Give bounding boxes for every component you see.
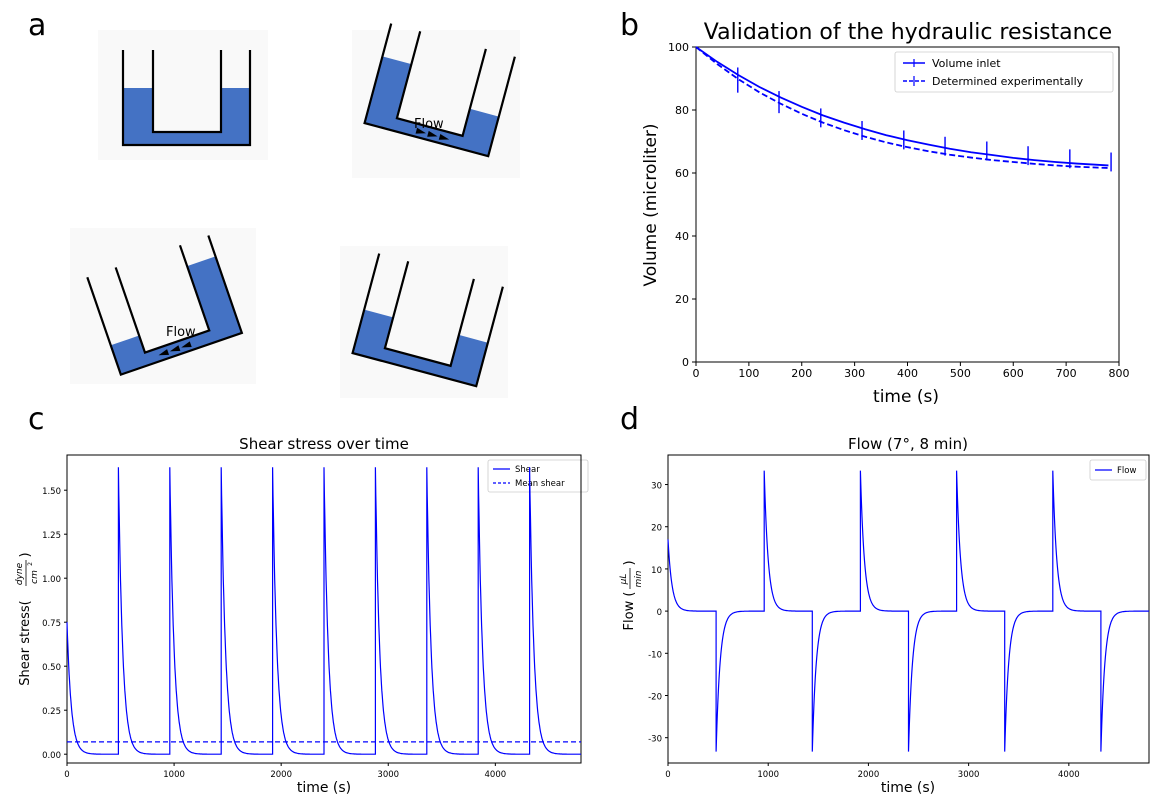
legend-flow: Flow: [1117, 466, 1136, 476]
chart-d-xlabel: time (s): [881, 780, 935, 796]
chart-c-ylabel-main: Shear stress(: [18, 600, 33, 685]
chart-b-xtick-label: 800: [1109, 367, 1130, 380]
chart-c-plot-frame: [66, 454, 582, 764]
chart-b-ytick-label: 60: [675, 167, 689, 180]
chart-b-xtick-label: 0: [693, 367, 700, 380]
chart-c-ylabel-den: cm: [30, 570, 40, 584]
panel-letter-d: d: [620, 402, 640, 437]
chart-c-ylabel-sup: 2: [27, 562, 34, 566]
chart-c-xtick-label: 2000: [270, 770, 292, 780]
chart-b-xlabel: time (s): [873, 387, 939, 407]
chart-b-ytick-label: 100: [668, 41, 689, 54]
chart-b-title: Validation of the hydraulic resistance: [704, 20, 1112, 45]
chart-d-ytick-label: 30: [651, 482, 662, 492]
chart-d-ylabel-den: min: [634, 570, 644, 587]
chart-c-ylabel-num: dyne: [15, 562, 25, 585]
chart-d-legend: Flow: [1089, 459, 1147, 481]
chart-d-ytick-label: -10: [648, 650, 662, 660]
chart-c-ylabel: Shear stress( dyne cm 2 ): [15, 552, 40, 685]
chart-c-title: Shear stress over time: [239, 435, 409, 453]
chart-c-ytick-label: 1.00: [42, 575, 61, 585]
chart-b-xtick-label: 600: [1003, 367, 1024, 380]
panel-letter-b: b: [620, 8, 640, 43]
chart-b-xtick-label: 500: [950, 367, 971, 380]
chart-d-xtick-label: 4000: [1058, 770, 1080, 780]
chart-c-legend: Shear Mean shear: [487, 459, 589, 493]
chart-c-ytick-label: 0.00: [42, 751, 61, 761]
chart-d-xtick-label: 1000: [757, 770, 779, 780]
chart-d-ylabel-num: μL: [619, 574, 629, 586]
legend-volume-inlet: Volume inlet: [932, 57, 1001, 70]
chart-d-xtick-label: 0: [665, 770, 670, 780]
chart-b-xtick-label: 200: [791, 367, 812, 380]
chart-d-series-flow: [667, 470, 1149, 752]
chart-b-ytick-label: 20: [675, 293, 689, 306]
chart-c-ytick-label: 0.75: [42, 619, 61, 629]
chart-c-xlabel: time (s): [297, 780, 351, 796]
chart-d-ytick-label: 20: [651, 524, 662, 534]
chart-d-ylabel-close: ): [622, 560, 637, 565]
chart-b-ytick-label: 80: [675, 104, 689, 117]
chart-d-ytick-label: -20: [648, 692, 662, 702]
panel-letter-c: c: [28, 402, 45, 437]
chart-d-ytick-label: -30: [648, 735, 662, 745]
chart-b-xtick-label: 700: [1056, 367, 1077, 380]
chart-b-ytick-label: 0: [682, 356, 689, 369]
chart-b-series-determined-experimentally: [695, 46, 1109, 169]
chart-d-ytick-label: 0: [657, 608, 662, 618]
chart-c-ytick-label: 0.50: [42, 663, 61, 673]
chart-c-xtick-label: 1000: [163, 770, 185, 780]
chart-c-ytick-label: 1.25: [42, 531, 61, 541]
panel-letter-a: a: [28, 8, 47, 43]
chart-b-ytick-label: 40: [675, 230, 689, 243]
chart-c-series-shear: [66, 467, 581, 755]
chart-d-title: Flow (7°, 8 min): [848, 435, 968, 453]
chart-c-xtick-label: 0: [64, 770, 69, 780]
legend-mean-shear: Mean shear: [515, 479, 565, 489]
chart-b-ylabel: Volume (microliter): [641, 123, 661, 286]
chart-b-xtick-label: 300: [844, 367, 865, 380]
chart-c-ytick-label: 0.25: [42, 707, 61, 717]
legend-shear: Shear: [515, 465, 540, 475]
chart-b-series-volume-inlet: [695, 46, 1109, 167]
chart-c-xtick-label: 3000: [377, 770, 399, 780]
chart-d-xtick-label: 3000: [958, 770, 980, 780]
chart-d-plot-frame: [667, 454, 1150, 764]
legend-determined-experimentally: Determined experimentally: [932, 75, 1084, 88]
chart-b-xtick-label: 400: [897, 367, 918, 380]
chart-d-ylabel: Flow ( μL min ): [619, 560, 644, 630]
chart-d-ytick-label: 10: [651, 566, 662, 576]
chart-b-xtick-label: 100: [738, 367, 759, 380]
chart-c-ytick-label: 1.50: [42, 487, 61, 497]
chart-b-legend: Volume inlet Determined experimentally: [894, 51, 1114, 93]
chart-c-xtick-label: 4000: [485, 770, 507, 780]
chart-c-ylabel-close: ): [18, 552, 33, 557]
chart-d-xtick-label: 2000: [858, 770, 880, 780]
chart-d-ylabel-main: Flow (: [622, 592, 637, 631]
